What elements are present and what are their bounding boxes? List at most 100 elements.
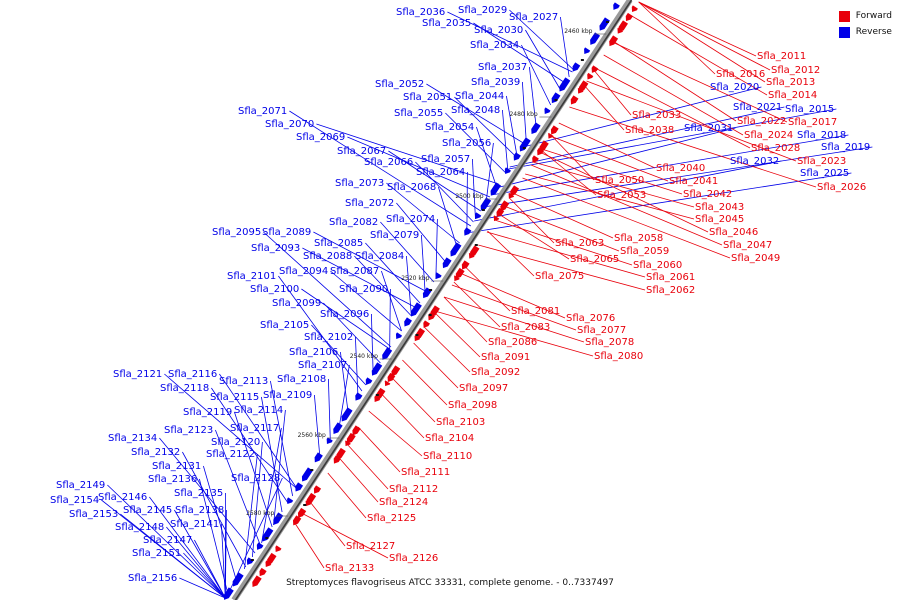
reverse-gene-label: Sfla_2101 — [227, 271, 276, 282]
reverse-gene-label: Sfla_2071 — [238, 106, 287, 117]
reverse-gene-label: Sfla_2072 — [345, 198, 394, 209]
reverse-gene-label: Sfla_2044 — [455, 91, 504, 102]
label-leader — [612, 40, 737, 122]
label-leader — [541, 148, 683, 195]
label-leader — [328, 378, 331, 440]
label-leader — [346, 443, 389, 490]
reverse-gene-label: Sfla_2099 — [272, 298, 321, 309]
forward-gene — [430, 305, 440, 318]
reverse-gene-label: Sfla_2051 — [403, 92, 452, 103]
forward-gene-label: Sfla_2026 — [817, 182, 866, 193]
gene-features — [223, 2, 638, 600]
reverse-gene-label: Sfla_2074 — [386, 214, 435, 225]
reverse-gene-label: Sfla_2108 — [277, 374, 326, 385]
reverse-gene-label: Sfla_2116 — [168, 369, 217, 380]
reverse-gene-label: Sfla_2149 — [56, 480, 105, 491]
misc-feature — [481, 209, 485, 211]
reverse-gene — [513, 152, 521, 161]
label-leader — [228, 477, 283, 594]
forward-gene-label: Sfla_2126 — [389, 553, 438, 564]
reverse-gene-label: Sfla_2037 — [478, 62, 527, 73]
label-leader — [159, 437, 256, 554]
legend-reverse: Reverse — [838, 24, 892, 40]
label-leader — [464, 265, 511, 312]
label-leader — [558, 122, 656, 169]
reverse-gene-label: Sfla_2109 — [263, 390, 312, 401]
forward-gene — [532, 155, 539, 163]
label-leader — [261, 427, 282, 544]
forward-gene-label: Sfla_2042 — [683, 189, 732, 200]
forward-gene-label: Sfla_2013 — [766, 77, 815, 88]
label-leader — [512, 192, 614, 239]
reverse-gene-label: Sfla_2122 — [206, 449, 255, 460]
forward-gene-label: Sfla_2016 — [716, 69, 765, 80]
reverse-gene-label: Sfla_2025 — [800, 168, 849, 179]
forward-gene — [508, 192, 515, 199]
misc-feature — [429, 289, 433, 291]
reverse-gene-label: Sfla_2027 — [509, 12, 558, 23]
reverse-gene-label: Sfla_2156 — [128, 573, 177, 584]
label-leader — [289, 110, 472, 227]
label-leader — [438, 186, 458, 248]
reverse-gene-label: Sfla_2034 — [470, 40, 519, 51]
reverse-gene — [404, 317, 412, 327]
forward-gene — [537, 147, 544, 156]
label-leader — [443, 296, 585, 343]
forward-gene-label: Sfla_2133 — [325, 563, 374, 574]
reverse-gene-label: Sfla_2118 — [160, 383, 209, 394]
forward-gene — [415, 327, 426, 340]
label-leader — [509, 197, 555, 244]
forward-gene-label: Sfla_2061 — [646, 272, 695, 283]
reverse-gene-label: Sfla_2128 — [231, 473, 280, 484]
forward-gene — [352, 425, 361, 436]
reverse-gene-label: Sfla_2114 — [234, 405, 283, 416]
label-leader — [402, 359, 448, 406]
label-leader — [166, 526, 226, 599]
reverse-gene-label: Sfla_2096 — [320, 309, 369, 320]
misc-feature — [375, 394, 379, 396]
label-leader — [347, 136, 491, 198]
label-leader — [560, 16, 570, 78]
label-leader — [434, 310, 594, 357]
reverse-gene-label: Sfla_2057 — [421, 154, 470, 165]
reverse-gene — [256, 542, 264, 550]
label-leader — [498, 213, 570, 260]
reverse-gene-label: Sfla_2032 — [730, 156, 779, 167]
label-leader — [525, 29, 561, 91]
forward-gene — [336, 447, 346, 460]
reverse-gene-label: Sfla_2119 — [183, 407, 232, 418]
reverse-gene — [572, 62, 581, 72]
label-leader — [459, 272, 566, 319]
label-leader — [203, 465, 237, 582]
reverse-gene — [365, 377, 373, 385]
label-leader — [638, 1, 766, 83]
label-leader — [215, 429, 261, 546]
reverse-gene-label: Sfla_2082 — [329, 217, 378, 228]
reverse-gene — [559, 77, 571, 92]
reverse-gene-label: Sfla_2055 — [394, 108, 443, 119]
misc-feature — [554, 99, 558, 101]
misc-feature — [415, 334, 419, 336]
reverse-gene-label: Sfla_2015 — [785, 104, 834, 115]
scale-tick-label: 2480 kbp — [509, 111, 537, 118]
forward-gene — [345, 440, 351, 447]
forward-gene-label: Sfla_2045 — [695, 214, 744, 225]
label-leader — [199, 478, 229, 595]
forward-gene — [500, 200, 510, 212]
forward-gene — [617, 27, 624, 34]
label-leader — [638, 1, 757, 57]
reverse-gene — [314, 452, 323, 463]
reverse-gene-label: Sfla_2020 — [710, 82, 759, 93]
label-leader — [390, 376, 436, 423]
reverse-gene-label: Sfla_2145 — [123, 505, 172, 516]
forward-gene-label: Sfla_2083 — [501, 322, 550, 333]
label-leader — [485, 142, 494, 204]
forward-gene — [252, 575, 262, 588]
genome-caption: Streptomyces flavogriseus ATCC 33331, co… — [286, 578, 614, 588]
reverse-gene-label: Sfla_2134 — [108, 433, 157, 444]
label-leader — [327, 472, 367, 519]
forward-gene — [391, 365, 401, 377]
label-leader — [445, 112, 507, 174]
label-leader — [388, 150, 481, 212]
reverse-swatch — [838, 26, 850, 38]
